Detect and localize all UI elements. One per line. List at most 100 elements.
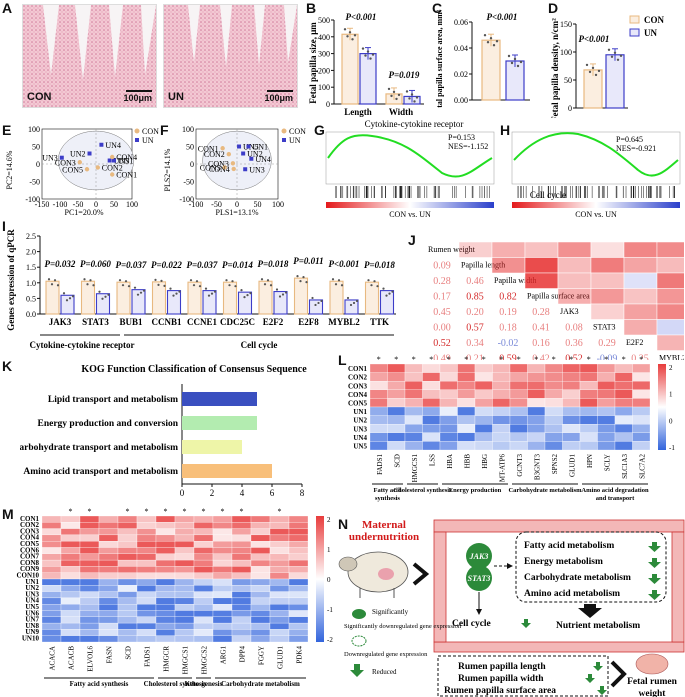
panel-h-p: P=0.645: [616, 135, 643, 144]
gene-label: E2F2: [263, 317, 284, 327]
heat-cell: [269, 553, 290, 561]
group-label: Cholesterol synthesis: [144, 680, 207, 688]
heat-cell: [269, 622, 290, 630]
heat-cell: [174, 534, 195, 542]
outcomes-box: [437, 655, 609, 697]
heat-cell: [98, 528, 119, 536]
heat-cell: [117, 515, 138, 523]
heat-cell: [79, 616, 100, 624]
heat-cell: [369, 441, 388, 451]
data-dot: [101, 297, 104, 300]
scale-bar: [267, 90, 293, 92]
significance-star: *: [447, 355, 451, 364]
heat-cell: [250, 591, 271, 599]
gene-label: FGGY: [258, 646, 266, 665]
carbohydrate-metabolism: Carbohydrate metabolism: [524, 573, 631, 583]
heat-cell: [41, 622, 62, 630]
heat-cell: [632, 406, 651, 416]
point-label: CON1: [198, 144, 219, 153]
data-dot: [192, 284, 196, 287]
data-dot: [397, 93, 401, 97]
panel-f-ylabel: PLS2=14.1%: [163, 148, 172, 191]
kog-bar: [182, 416, 257, 430]
scale-label: 1: [669, 391, 673, 399]
heat-cell: [155, 522, 176, 529]
y-tick-label: 200: [318, 66, 330, 75]
point-label: CON4: [116, 153, 137, 162]
point-label: CON1: [116, 171, 137, 180]
data-dot: [83, 278, 86, 281]
heat-cell: [387, 372, 406, 382]
significance-star: *: [587, 355, 591, 364]
point-label: UN3: [249, 165, 265, 174]
bar-bub1-un: [131, 289, 146, 315]
panel-n-schematic: Maternal undernutrition JAK3 STAT3 Fatty…: [338, 519, 685, 697]
corr-value: 0.59: [499, 354, 517, 361]
legend-con-swatch: [629, 15, 640, 24]
stat3-label: STAT3: [468, 574, 491, 583]
row-label: UN7: [25, 616, 39, 624]
panel-b-chart: Fetal papilla size, μm 0100200300400500 …: [308, 12, 424, 117]
heat-cell: [117, 572, 138, 580]
data-dot: [47, 278, 51, 281]
heat-cell: [155, 622, 176, 630]
group-label: Keto-genesis: [185, 680, 223, 688]
significance-star: *: [464, 355, 468, 364]
data-dot: [519, 60, 523, 64]
corr-cell: [656, 319, 684, 336]
big-down-arrow-icon: [578, 604, 602, 618]
data-dot: [281, 293, 285, 296]
heat-cell: [562, 363, 581, 373]
fetal-rumen-label: Fetal rumen: [627, 677, 678, 687]
heat-cell: [212, 553, 233, 561]
heat-cell: [422, 363, 441, 373]
heat-cell: [269, 610, 290, 617]
gene-label: SLC7A2: [638, 454, 646, 479]
row-label: UN1: [25, 578, 39, 586]
y-tick-label: 0.04: [454, 44, 468, 53]
row-label: CON2: [20, 521, 40, 529]
heat-cell: [136, 522, 157, 529]
heat-cell: [422, 441, 441, 451]
heat-cell: [597, 432, 616, 442]
heat-cell: [231, 616, 252, 624]
heat-cell: [422, 432, 441, 442]
heat-cell: [597, 424, 616, 433]
color-scale-bar: [658, 364, 666, 450]
pval-label: P<0.001: [329, 259, 360, 269]
down-arrow-icon: [597, 686, 607, 695]
corr-cell: [623, 303, 658, 320]
heat-cell: [544, 406, 563, 416]
kog-category: Amino acid transport and metabolism: [23, 467, 178, 477]
heat-cell: [231, 591, 252, 599]
heat-cell: [509, 441, 528, 451]
data-dot: [260, 278, 264, 281]
heat-cell: [155, 553, 176, 561]
heat-cell: [250, 622, 271, 630]
panel-h-gsea: P=0.645 NES=-0.921 Cell cycle CON vs. UN: [511, 131, 681, 218]
corr-value: 0.34: [466, 338, 484, 349]
heat-cell: [562, 381, 581, 390]
bar-e2f2-un: [273, 290, 288, 315]
down-arrow-icon: [648, 542, 661, 552]
panel-i-chart: Genes expression of qPCR 0.0 0.5 1.0 1.5 2.0…: [6, 229, 396, 350]
var-label: E2F2: [626, 338, 643, 347]
histology-con-label: CON: [27, 91, 52, 103]
corr-cell: [656, 288, 684, 305]
row-label: UN4: [25, 597, 39, 605]
heat-cell: [231, 528, 252, 536]
heat-cell: [457, 406, 476, 416]
row-label: CON3: [348, 382, 368, 390]
heat-cell: [174, 522, 195, 529]
data-dot: [98, 290, 101, 293]
data-dot: [395, 97, 398, 101]
heat-cell: [492, 381, 511, 390]
legend-un-swatch: [629, 28, 640, 37]
heat-cell: [79, 578, 100, 586]
row-label: CON9: [20, 565, 40, 573]
heat-cell: [231, 622, 252, 630]
significance-star: *: [499, 355, 503, 364]
group-label: Carbohydrate metabolism: [221, 680, 300, 688]
heat-cell: [41, 629, 62, 636]
heat-cell: [193, 534, 214, 542]
